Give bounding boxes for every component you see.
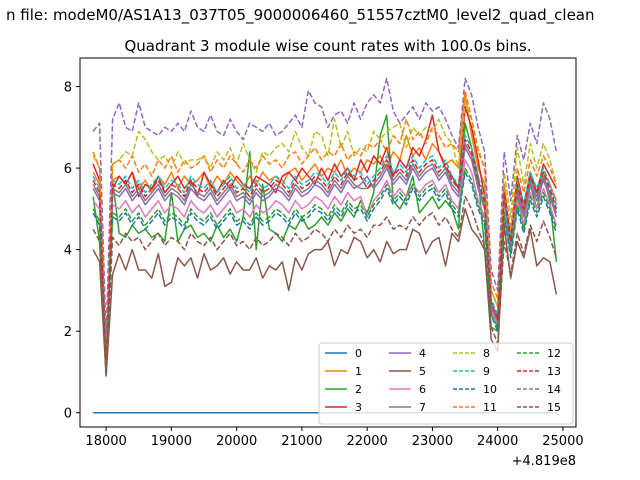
x-tick-label: 18000 [85, 434, 126, 449]
series-line-8 [92, 102, 558, 361]
series-line-11 [92, 89, 558, 361]
x-offset-label: +4.819e8 [512, 454, 576, 469]
legend-label-6: 6 [419, 383, 426, 396]
x-tick-label: 24000 [477, 434, 518, 449]
legend-label-9: 9 [483, 365, 490, 378]
series-lines [92, 77, 558, 414]
axes-frame [79, 57, 577, 428]
x-tick-label: 21000 [281, 434, 322, 449]
chart-title: Quadrant 3 module wise count rates with … [124, 37, 531, 55]
figure-suptitle: n file: modeM0/AS1A13_037T05_9000006460_… [6, 6, 595, 25]
x-tick-label: 22000 [346, 434, 387, 449]
legend-label-0: 0 [355, 347, 362, 360]
series-line-4 [92, 146, 558, 369]
legend-box [318, 342, 574, 425]
legend-label-3: 3 [355, 401, 362, 414]
legend-label-11: 11 [483, 401, 497, 414]
legend-label-12: 12 [547, 347, 561, 360]
series-line-15 [92, 195, 558, 377]
legend-label-7: 7 [419, 401, 426, 414]
plot-area: 18000 19000 20000 21000 22000 23000 24000 25000… [64, 57, 584, 449]
legend-label-13: 13 [547, 365, 561, 378]
y-tick-label: 0 [64, 407, 72, 422]
series-line-10 [92, 171, 558, 373]
series-line-5 [92, 208, 558, 377]
legend-label-1: 1 [355, 365, 362, 378]
series-line-7 [92, 142, 558, 369]
series-line-9 [92, 134, 558, 365]
y-tick-label: 4 [64, 244, 72, 259]
y-tick-label: 6 [64, 162, 72, 177]
series-line-13 [92, 138, 558, 365]
x-tick-label: 20000 [216, 434, 257, 449]
series-line-12 [92, 167, 558, 373]
series-line-6 [92, 159, 558, 369]
legend-label-2: 2 [355, 383, 362, 396]
legend-label-14: 14 [547, 383, 561, 396]
series-line-14 [92, 77, 558, 341]
legend-label-15: 15 [547, 401, 561, 414]
series-line-1 [92, 93, 558, 373]
y-tick-label: 2 [64, 325, 72, 340]
legend-label-4: 4 [419, 347, 426, 360]
legend-label-8: 8 [483, 347, 490, 360]
x-tick-label: 25000 [542, 434, 583, 449]
x-axis: 18000 19000 20000 21000 22000 23000 24000 25000 [85, 427, 584, 449]
legend-label-10: 10 [483, 383, 497, 396]
y-tick-label: 8 [64, 81, 72, 96]
x-tick-label: 19000 [151, 434, 192, 449]
series-line-3 [92, 106, 558, 365]
y-axis: 0 2 4 6 8 [64, 81, 80, 422]
legend-label-5: 5 [419, 365, 426, 378]
x-tick-label: 23000 [412, 434, 453, 449]
